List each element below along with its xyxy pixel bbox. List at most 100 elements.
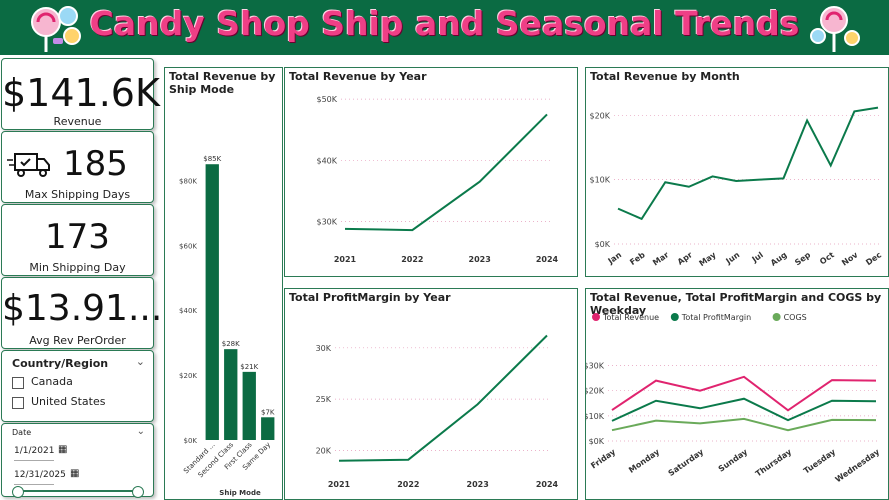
kpi-min-shipping-value: 173 (45, 217, 110, 257)
bar-data-label: $28K (222, 340, 240, 348)
chart-panel-profit-year: Total ProfitMargin by Year 20K 25K 30K 2021… (284, 288, 578, 500)
legend-marker (670, 313, 679, 321)
series-line (344, 113, 548, 232)
y-tick-label: $20K (589, 111, 610, 120)
y-tick-label: $50K (316, 95, 337, 104)
bar-data-label: $21K (240, 363, 258, 371)
calendar-icon[interactable]: ▦ (58, 444, 68, 455)
series-line (611, 375, 877, 412)
x-tick-label: 2024 (536, 480, 559, 489)
x-tick-label: 2021 (328, 480, 351, 489)
x-tick-label: 2022 (397, 480, 419, 489)
series-line (611, 397, 877, 422)
option-canada-label: Canada (31, 375, 73, 388)
legend-label: Total ProfitMargin (681, 313, 751, 322)
kpi-max-shipping-card: 185 Max Shipping Days (1, 131, 154, 203)
x-tick-label: Sep (793, 250, 812, 267)
candy-lollipop-icon (31, 6, 81, 52)
date-range-slider-track[interactable] (16, 490, 136, 492)
chart-panel-ship-mode: Total Revenue by Ship Mode $0K $20K $40K $6… (164, 67, 283, 500)
x-tick-label: Wednesday (834, 447, 882, 484)
kpi-avg-rev-value: $13.91... (2, 288, 163, 329)
kpi-revenue-card: $141.6K Revenue (1, 58, 160, 130)
x-tick-label: Aug (769, 250, 789, 268)
date-slider-end-handle[interactable] (132, 486, 144, 498)
x-tick-label: 2021 (334, 255, 357, 264)
series-line (617, 106, 879, 221)
legend-label: COGS (784, 313, 807, 322)
candy-lollipop-icon (810, 6, 860, 52)
y-tick-label: $10K (589, 176, 610, 185)
chart-panel-revenue-month: Total Revenue by Month $0K $10K $20K Jan Feb… (585, 67, 889, 277)
checkbox-canada[interactable] (12, 377, 24, 389)
truck-icon (7, 153, 50, 177)
checkbox-united-states[interactable] (12, 397, 24, 409)
x-tick-label: 2022 (401, 255, 423, 264)
revenue-year-line-chart: $30K $40K $50K 2021 2022 2023 2024 (316, 95, 558, 264)
y-tick-label: $10K (586, 412, 605, 421)
weekday-line-chart: $0K $10K $20K $30K Friday Monday Saturday Sunda… (586, 313, 882, 484)
kpi-min-shipping-label: Min Shipping Day (29, 261, 126, 274)
date-slider-start-handle[interactable] (12, 486, 24, 498)
x-tick-label: Tuesday (802, 447, 838, 476)
x-tick-label: Mar (651, 250, 670, 267)
x-tick-label: May (698, 250, 719, 268)
kpi-revenue-value: $141.6K (2, 71, 160, 115)
y-tick-label: $40K (316, 156, 337, 165)
chevron-down-icon[interactable]: ⌄ (135, 355, 145, 368)
x-tick-label: Dec (864, 250, 883, 267)
bar-data-label: $85K (203, 155, 221, 163)
x-tick-label: Monday (627, 447, 662, 475)
y-tick-label: $0K (595, 240, 611, 249)
y-tick-label: 25K (316, 395, 332, 404)
y-tick-label: $0K (184, 437, 198, 445)
bar-data-label: $7K (261, 408, 275, 416)
x-tick-label: Apr (676, 250, 694, 267)
x-tick-label: Friday (589, 447, 618, 471)
chart-title: Total Revenue, Total ProfitMargin and CO… (590, 291, 882, 317)
y-tick-label: $30K (586, 362, 605, 371)
bar (205, 164, 219, 440)
series-line (338, 334, 548, 462)
chart-title: Total Revenue by Month (590, 70, 740, 83)
x-tick-label: Feb (628, 250, 647, 267)
y-tick-label: 20K (316, 446, 332, 455)
page-title: Candy Shop Ship and Seasonal Trends (89, 4, 800, 43)
x-axis-label: Ship Mode (219, 489, 261, 497)
legend-marker (592, 313, 600, 321)
chart-panel-revenue-year: Total Revenue by Year $30K $40K $50K 2021 20… (284, 67, 578, 277)
date-slicer-title: Date (12, 428, 32, 437)
date-slicer: Date ⌄ 1/1/2021 ▦ 12/31/2025 ▦ (1, 423, 154, 498)
bar (242, 371, 256, 440)
chevron-down-icon[interactable]: ⌄ (136, 426, 145, 437)
calendar-icon[interactable]: ▦ (70, 468, 80, 479)
x-tick-label: 2023 (467, 480, 489, 489)
start-date-input[interactable]: 1/1/2021 (14, 446, 54, 461)
country-slicer: Country/Region ⌄ Canada United States (1, 350, 154, 422)
country-slicer-title: Country/Region (12, 357, 109, 370)
y-tick-label: $20K (179, 372, 197, 380)
kpi-revenue-label: Revenue (53, 115, 102, 128)
kpi-max-shipping-label: Max Shipping Days (24, 188, 131, 201)
x-tick-label: Jul (750, 250, 766, 265)
legend-label: Total Revenue (602, 313, 659, 322)
kpi-min-shipping-card: 173 Min Shipping Day (1, 204, 154, 276)
kpi-avg-rev-label: Avg Rev PerOrder (29, 334, 126, 347)
header-banner: Candy Shop Ship and Seasonal Trends (0, 0, 889, 55)
x-tick-label: Jun (724, 250, 742, 266)
y-tick-label: $0K (589, 437, 605, 446)
option-united-states-label: United States (31, 395, 106, 408)
x-tick-label: 2023 (469, 255, 491, 264)
chart-panel-weekday: Total Revenue, Total ProfitMargin and CO… (585, 288, 889, 500)
x-tick-label: Saturday (667, 447, 706, 478)
y-tick-label: 30K (316, 344, 332, 353)
revenue-month-line-chart: $0K $10K $20K Jan Feb Mar Apr May Jun Jul Aug Sep Oc… (589, 106, 883, 268)
x-tick-label: Jan (606, 250, 624, 266)
kpi-avg-rev-card: $13.91... Avg Rev PerOrder (1, 277, 163, 349)
y-tick-label: $30K (316, 218, 337, 227)
y-tick-label: $60K (179, 242, 197, 250)
x-tick-label: Thursday (754, 447, 794, 479)
end-date-input[interactable]: 12/31/2025 (14, 470, 66, 485)
x-tick-label: Nov (840, 250, 860, 268)
